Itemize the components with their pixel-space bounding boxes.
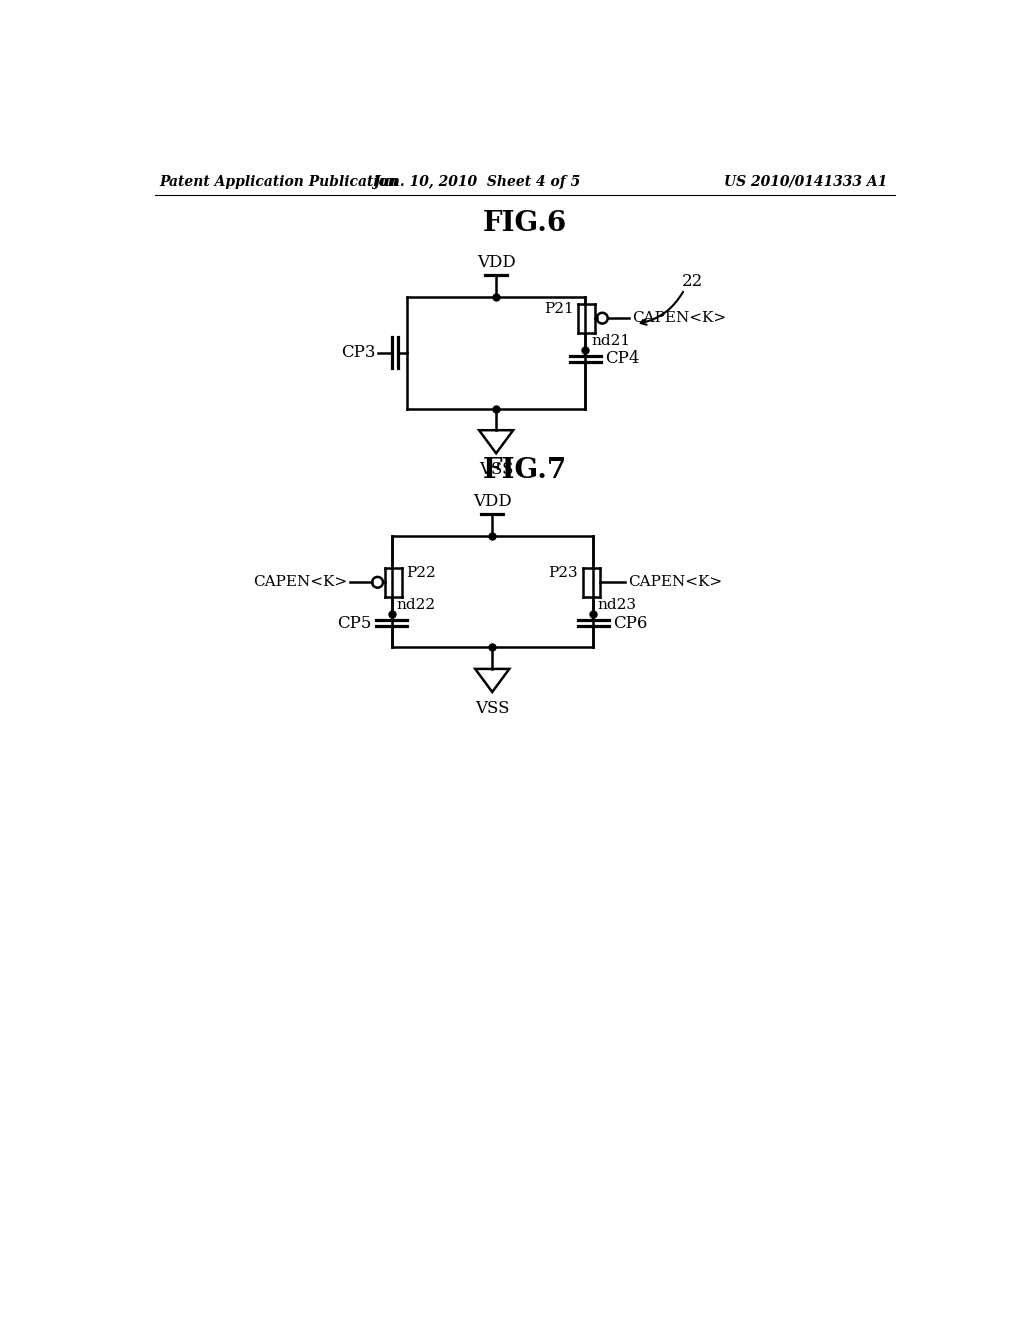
Text: CAPEN<K>: CAPEN<K> [628,576,722,589]
Text: nd21: nd21 [592,334,631,348]
Text: FIG.6: FIG.6 [482,210,567,238]
Text: CP6: CP6 [613,615,647,631]
Text: FIG.7: FIG.7 [482,457,567,483]
Text: VSS: VSS [475,700,510,717]
Text: P22: P22 [407,566,436,579]
Text: CP4: CP4 [605,351,640,367]
Text: VDD: VDD [473,492,512,510]
Text: CP5: CP5 [337,615,372,631]
Text: nd23: nd23 [598,598,637,612]
Text: CP3: CP3 [341,345,376,362]
Text: CAPEN<K>: CAPEN<K> [633,312,727,325]
Text: P23: P23 [549,566,579,579]
Text: US 2010/0141333 A1: US 2010/0141333 A1 [724,174,888,189]
Text: 22: 22 [682,273,703,290]
Text: CAPEN<K>: CAPEN<K> [253,576,347,589]
Text: Jun. 10, 2010  Sheet 4 of 5: Jun. 10, 2010 Sheet 4 of 5 [373,174,581,189]
Text: P21: P21 [544,302,573,315]
Text: nd22: nd22 [396,598,435,612]
Text: Patent Application Publication: Patent Application Publication [159,174,398,189]
Text: VSS: VSS [479,461,513,478]
Text: VDD: VDD [477,253,515,271]
